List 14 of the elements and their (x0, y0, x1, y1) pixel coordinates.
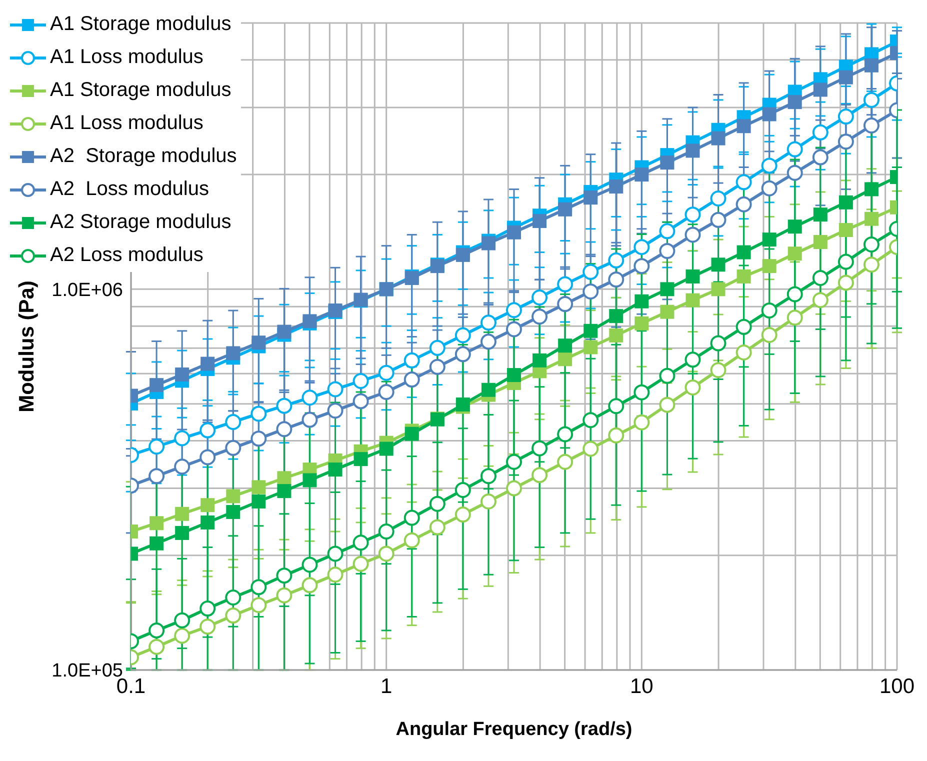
x-tick-label: 1 (380, 674, 392, 698)
x-tick-label: 100 (879, 674, 915, 698)
y-axis-title: Modulus (Pa) (15, 280, 38, 412)
legend-label: A2 Loss modulus (50, 243, 204, 268)
legend-label: A2 Storage modulus (50, 144, 237, 169)
x-axis-title: Angular Frequency (rad/s) (396, 719, 632, 740)
y-tick-label: 1.0E+06 (52, 280, 123, 301)
legend-label: A1 Storage modulus (50, 12, 232, 37)
legend-label: A1 Loss modulus (50, 111, 204, 136)
legend-label: A1 Loss modulus (50, 45, 204, 70)
x-tick-label: 10 (630, 674, 654, 698)
legend-label: A2 Storage modulus (50, 210, 232, 235)
legend-label: A2 Loss modulus (50, 177, 209, 202)
legend-label: A1 Storage modulus (50, 78, 232, 103)
